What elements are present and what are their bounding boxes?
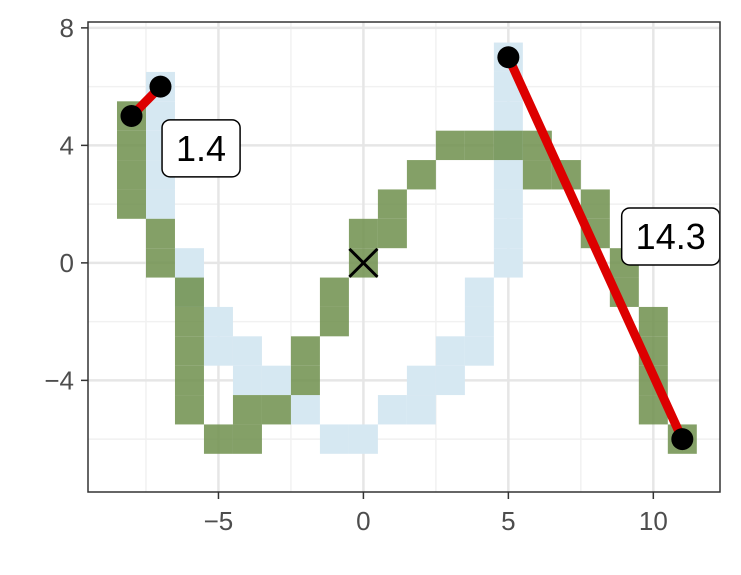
heatmap-cell-dark bbox=[174, 306, 204, 337]
heatmap-cell-light bbox=[493, 248, 523, 278]
heatmap-cell-dark bbox=[174, 395, 204, 425]
x-tick-label: 10 bbox=[639, 506, 668, 536]
heatmap-cell-light bbox=[493, 189, 523, 219]
label-box bbox=[161, 119, 241, 178]
heatmap-cell-light bbox=[493, 101, 523, 131]
distance-segment bbox=[503, 52, 687, 444]
endpoint-dot bbox=[120, 105, 143, 127]
heatmap-cell-light bbox=[261, 365, 291, 396]
heatmap-cell-dark bbox=[406, 160, 436, 190]
endpoint-dot bbox=[497, 46, 520, 69]
heatmap-cell-dark bbox=[174, 365, 204, 396]
label-text: 14.3 bbox=[636, 216, 706, 257]
heatmap-cell-dark bbox=[319, 306, 349, 337]
heatmap-cell-dark bbox=[638, 306, 668, 337]
y-tick-label: 8 bbox=[60, 13, 74, 43]
heatmap-cell-light bbox=[377, 395, 407, 425]
heatmap-cell-light bbox=[464, 277, 494, 307]
heatmap-cell-light bbox=[203, 306, 233, 337]
axis-ticks: −5 0 5 10 −4 0 4 8 bbox=[44, 13, 667, 536]
heatmap-cell-dark bbox=[464, 130, 494, 161]
heatmap-cell-light bbox=[435, 365, 465, 396]
panel-border bbox=[87, 21, 721, 493]
heatmap-cell-dark bbox=[435, 130, 465, 161]
heatmap-cell-dark bbox=[290, 365, 320, 396]
heatmap-cell-dark bbox=[116, 160, 146, 190]
x-tick-label: −5 bbox=[204, 506, 234, 536]
x-tick-label: 0 bbox=[356, 506, 370, 536]
marker-stroke bbox=[348, 247, 379, 278]
heatmap-cell-dark bbox=[203, 424, 233, 454]
heatmap-cell-light bbox=[348, 424, 378, 454]
heatmap-cell-light bbox=[464, 336, 494, 366]
heatmap-cell-light bbox=[406, 395, 436, 425]
heatmap-cell-dark bbox=[348, 218, 378, 249]
heatmap-cell-light bbox=[435, 336, 465, 366]
heatmap-cell-light bbox=[232, 365, 262, 396]
heatmap-cell-light bbox=[290, 395, 320, 425]
heatmap-cell-dark bbox=[145, 218, 175, 249]
y-tick-label: 4 bbox=[60, 130, 74, 160]
heatmap-cell-light bbox=[493, 218, 523, 249]
heatmap-cell-dark bbox=[493, 130, 523, 161]
segment-endpoints bbox=[120, 46, 694, 451]
heatmap-cell-dark bbox=[377, 218, 407, 249]
label-text: 1.4 bbox=[176, 128, 226, 169]
endpoint-dot bbox=[671, 428, 694, 451]
heatmap-cell-light bbox=[203, 336, 233, 366]
heatmap-cell-light bbox=[319, 424, 349, 454]
heatmap-cell-dark bbox=[145, 248, 175, 278]
heatmap-cell-dark bbox=[522, 160, 552, 190]
heatmap-cell-dark bbox=[377, 189, 407, 219]
heatmap-cell-dark bbox=[290, 336, 320, 366]
heatmap-cells bbox=[116, 42, 697, 454]
y-tick-label: 0 bbox=[60, 248, 74, 278]
heatmap-cell-dark bbox=[174, 336, 204, 366]
heatmap-cell-dark bbox=[174, 277, 204, 307]
segment-label: 14.3 bbox=[620, 207, 721, 266]
heatmap-cell-dark bbox=[116, 130, 146, 161]
x-tick-label: 5 bbox=[501, 506, 515, 536]
y-tick-label: −4 bbox=[44, 365, 74, 395]
heatmap-cell-dark bbox=[319, 277, 349, 307]
heatmap-cell-dark bbox=[116, 189, 146, 219]
segment-labels: 1.4 14.3 bbox=[161, 119, 721, 266]
heatmap-cell-dark bbox=[232, 395, 262, 425]
heatmap-cell-dark bbox=[232, 424, 262, 454]
heatmap-cell-dark bbox=[580, 189, 610, 219]
endpoint-dot bbox=[149, 75, 172, 98]
origin-marker bbox=[348, 247, 379, 278]
segment-label: 1.4 bbox=[161, 119, 241, 178]
heatmap-cell-dark bbox=[261, 395, 291, 425]
heatmap-cell-light bbox=[145, 189, 175, 219]
heatmap-cell-light bbox=[464, 306, 494, 337]
heatmap-cell-light bbox=[174, 248, 204, 278]
heatmap-cell-light bbox=[493, 160, 523, 190]
heatmap-cell-light bbox=[406, 365, 436, 396]
heatmap-cell-light bbox=[232, 336, 262, 366]
